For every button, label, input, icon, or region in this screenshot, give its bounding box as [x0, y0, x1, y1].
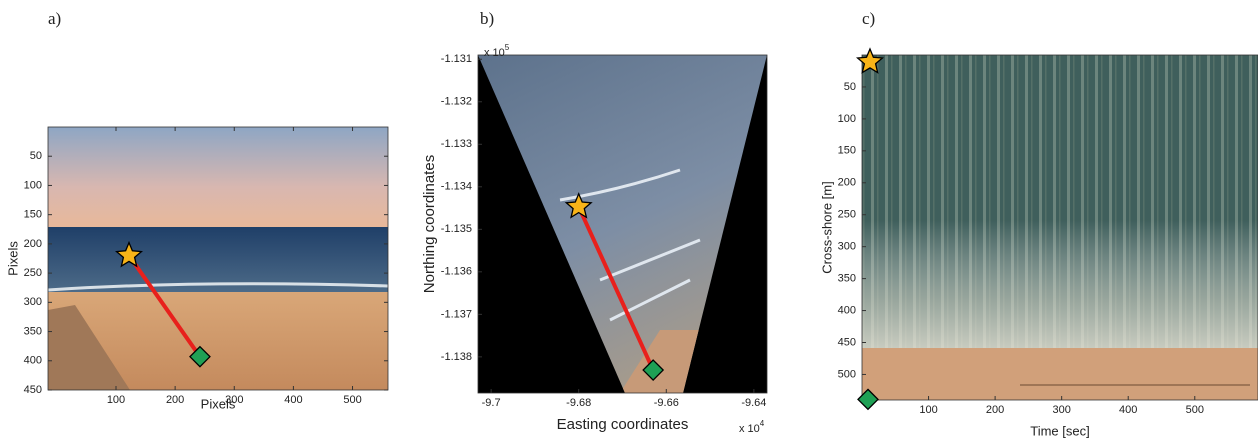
y-tick-label: 500 [838, 368, 856, 380]
y-tick-label: 300 [838, 241, 856, 253]
y-tick-label: 200 [24, 238, 42, 250]
x-axis-label: Easting coordinates [557, 416, 689, 433]
x-tick-label: 500 [1186, 404, 1204, 416]
y-tick-label: -1.137 [441, 308, 472, 320]
multiplier-exponent: 5 [505, 43, 510, 52]
panel-label: a) [48, 9, 61, 28]
x-tick-label: 300 [1052, 404, 1070, 416]
y-tick-label: -1.134 [441, 181, 472, 193]
x-tick-label: 100 [919, 404, 937, 416]
panel-label: c) [862, 9, 875, 28]
x-tick-label: 400 [284, 394, 302, 406]
multiplier-base: x 10 [739, 423, 760, 435]
x-tick-label: 200 [986, 404, 1004, 416]
y-tick-label: 400 [838, 304, 856, 316]
y-axis-label: Cross-shore [m] [819, 181, 834, 273]
start-star [564, 192, 593, 219]
x-tick-label: -9.66 [654, 397, 679, 409]
image-a [47, 127, 389, 390]
x-tick-label: -9.68 [566, 397, 591, 409]
y-tick-label: -1.131 [441, 53, 472, 65]
axes-frame [861, 54, 1258, 401]
end-diamond [642, 359, 665, 381]
y-tick-label: 450 [24, 384, 42, 396]
image-c [862, 55, 1258, 400]
y-tick-label: 300 [24, 296, 42, 308]
y-axis-label: Pixels [5, 241, 20, 276]
y-tick-label: 50 [30, 150, 42, 162]
multiplier-exponent: 4 [760, 419, 765, 428]
y-tick-label: -1.138 [441, 351, 472, 363]
y-axis-label: Northing coordinates [421, 155, 438, 293]
y-tick-label: 350 [838, 273, 856, 285]
x-tick-label: 200 [166, 394, 184, 406]
y-tick-label: -1.133 [441, 138, 472, 150]
x-tick-label: 300 [225, 394, 243, 406]
image-b [478, 55, 767, 393]
x-axis-label: Time [sec] [1030, 423, 1089, 438]
y-tick-label: 200 [838, 177, 856, 189]
y-tick-label: 50 [844, 81, 856, 93]
y-tick-label: 100 [838, 113, 856, 125]
x-tick-label: 100 [107, 394, 125, 406]
transect-line [576, 205, 655, 371]
y-tick-label: 250 [24, 267, 42, 279]
x-tick-label: -9.64 [741, 397, 766, 409]
start-star [115, 240, 143, 268]
y-tick-label: -1.132 [441, 96, 472, 108]
y-tick-label: -1.136 [441, 266, 472, 278]
axes-frame [477, 54, 768, 394]
axis-multiplier: x 104 [739, 419, 765, 435]
multiplier-base: x 10 [484, 47, 505, 59]
panel-label: b) [480, 9, 494, 28]
y-tick-label: 400 [24, 355, 42, 367]
x-tick-label: -9.7 [482, 397, 501, 409]
y-tick-label: 350 [24, 325, 42, 337]
start-star [855, 47, 885, 74]
x-axis-label: Pixels [201, 396, 236, 411]
y-tick-label: 150 [24, 209, 42, 221]
axes-frame [47, 126, 389, 391]
end-diamond [857, 388, 879, 411]
y-tick-label: 250 [838, 209, 856, 221]
axis-multiplier: x 105 [484, 43, 510, 59]
x-tick-label: 500 [343, 394, 361, 406]
end-diamond [189, 345, 211, 368]
x-tick-label: 400 [1119, 404, 1137, 416]
y-tick-label: -1.135 [441, 223, 472, 235]
transect-line [127, 254, 202, 358]
y-tick-label: 450 [838, 336, 856, 348]
y-tick-label: 150 [838, 145, 856, 157]
y-tick-label: 100 [24, 179, 42, 191]
